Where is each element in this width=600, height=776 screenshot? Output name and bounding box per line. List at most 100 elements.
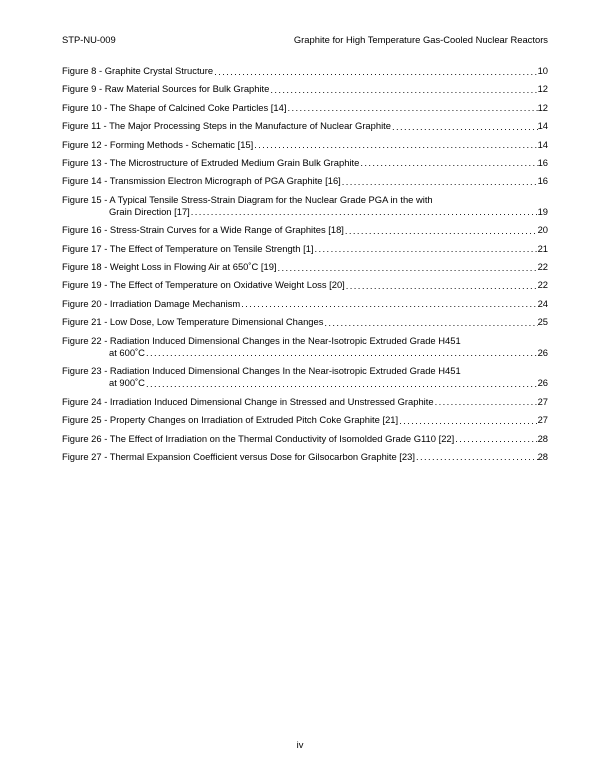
toc-entry-label: Figure 12 - Forming Methods - Schematic … [62, 139, 253, 150]
toc-entry-row: Figure 24 - Irradiation Induced Dimensio… [62, 396, 548, 407]
list-of-figures: Figure 8 - Graphite Crystal Structure10F… [62, 65, 548, 462]
toc-entry-page: 21 [538, 243, 548, 254]
toc-leader-dots [213, 66, 537, 77]
toc-entry-label: Figure 25 - Property Changes on Irradiat… [62, 414, 398, 425]
toc-entry-page: 19 [538, 206, 548, 217]
toc-entry-row: Figure 25 - Property Changes on Irradiat… [62, 414, 548, 425]
toc-leader-dots [341, 176, 538, 187]
toc-entry-label: Figure 14 - Transmission Electron Microg… [62, 175, 341, 186]
toc-entry-label: Figure 24 - Irradiation Induced Dimensio… [62, 396, 434, 407]
toc-entry-label: Figure 27 - Thermal Expansion Coefficien… [62, 451, 415, 462]
toc-leader-dots [398, 415, 537, 426]
toc-entry-row: Figure 19 - The Effect of Temperature on… [62, 279, 548, 290]
toc-entry: Figure 26 - The Effect of Irradiation on… [62, 433, 548, 444]
toc-entry: Figure 24 - Irradiation Induced Dimensio… [62, 396, 548, 407]
toc-entry-label: Figure 17 - The Effect of Temperature on… [62, 243, 314, 254]
toc-entry-row: at 600˚C 26 [62, 347, 548, 358]
toc-entry-page: 26 [538, 347, 548, 358]
toc-entry-page: 10 [538, 65, 548, 76]
toc-entry-row: Figure 9 - Raw Material Sources for Bulk… [62, 83, 548, 94]
toc-leader-dots [434, 396, 538, 407]
toc-entry: Figure 15 - A Typical Tensile Stress-Str… [62, 194, 548, 218]
toc-entry-row: Figure 13 - The Microstructure of Extrud… [62, 157, 548, 168]
toc-entry-row: Figure 16 - Stress-Strain Curves for a W… [62, 224, 548, 235]
toc-entry: Figure 8 - Graphite Crystal Structure 10 [62, 65, 548, 76]
toc-entry-page: 27 [538, 414, 548, 425]
toc-entry-label: Figure 20 - Irradiation Damage Mechanism [62, 298, 240, 309]
toc-entry-label: Figure 8 - Graphite Crystal Structure [62, 65, 213, 76]
toc-entry-page: 27 [538, 396, 548, 407]
toc-leader-dots [391, 121, 538, 132]
toc-entry-label: Figure 26 - The Effect of Irradiation on… [62, 433, 454, 444]
toc-entry-page: 12 [538, 83, 548, 94]
toc-entry-label: Figure 18 - Weight Loss in Flowing Air a… [62, 261, 277, 272]
toc-entry-label: Figure 10 - The Shape of Calcined Coke P… [62, 102, 286, 113]
toc-leader-dots [415, 451, 538, 462]
toc-entry-label: Figure 19 - The Effect of Temperature on… [62, 279, 345, 290]
toc-entry-label: Figure 15 - A Typical Tensile Stress-Str… [62, 194, 548, 205]
toc-entry: Figure 21 - Low Dose, Low Temperature Di… [62, 316, 548, 327]
toc-entry-label: Figure 21 - Low Dose, Low Temperature Di… [62, 316, 323, 327]
toc-leader-dots [240, 298, 537, 309]
toc-entry-row: Figure 8 - Graphite Crystal Structure 10 [62, 65, 548, 76]
toc-entry: Figure 13 - The Microstructure of Extrud… [62, 157, 548, 168]
toc-entry: Figure 19 - The Effect of Temperature on… [62, 279, 548, 290]
toc-entry-page: 22 [538, 261, 548, 272]
toc-entry-page: 26 [538, 377, 548, 388]
toc-entry-row: Figure 26 - The Effect of Irradiation on… [62, 433, 548, 444]
toc-entry-page: 14 [538, 120, 548, 131]
toc-entry-label: Figure 11 - The Major Processing Steps i… [62, 120, 391, 131]
toc-entry: Figure 20 - Irradiation Damage Mechanism… [62, 298, 548, 309]
toc-entry-row: at 900˚C 26 [62, 377, 548, 388]
toc-leader-dots [345, 280, 538, 291]
toc-leader-dots [359, 157, 537, 168]
toc-leader-dots [344, 225, 538, 236]
toc-entry-page: 22 [538, 279, 548, 290]
toc-entry-page: 24 [538, 298, 548, 309]
toc-leader-dots [190, 206, 538, 217]
toc-entry: Figure 27 - Thermal Expansion Coefficien… [62, 451, 548, 462]
toc-entry-row: Figure 27 - Thermal Expansion Coefficien… [62, 451, 548, 462]
toc-leader-dots [323, 317, 537, 328]
toc-entry-page: 14 [538, 139, 548, 150]
toc-entry: Figure 14 - Transmission Electron Microg… [62, 175, 548, 186]
toc-leader-dots [253, 139, 537, 150]
toc-entry-page: 20 [538, 224, 548, 235]
toc-entry-row: Figure 14 - Transmission Electron Microg… [62, 175, 548, 186]
toc-entry-row: Figure 21 - Low Dose, Low Temperature Di… [62, 316, 548, 327]
toc-entry-row: Figure 12 - Forming Methods - Schematic … [62, 139, 548, 150]
toc-entry: Figure 17 - The Effect of Temperature on… [62, 243, 548, 254]
toc-entry-continuation: Grain Direction [17] [109, 206, 190, 217]
toc-entry: Figure 23 - Radiation Induced Dimensiona… [62, 365, 548, 389]
toc-leader-dots [277, 262, 538, 273]
toc-leader-dots [454, 433, 537, 444]
toc-entry-page: 28 [538, 433, 548, 444]
header-left: STP-NU-009 [62, 34, 116, 45]
toc-entry: Figure 25 - Property Changes on Irradiat… [62, 414, 548, 425]
page-header: STP-NU-009 Graphite for High Temperature… [62, 34, 548, 45]
toc-entry-continuation: at 900˚C [109, 377, 145, 388]
page-number: iv [0, 739, 600, 750]
toc-entry-page: 28 [538, 451, 548, 462]
toc-entry-label: Figure 16 - Stress-Strain Curves for a W… [62, 224, 344, 235]
toc-entry: Figure 12 - Forming Methods - Schematic … [62, 139, 548, 150]
toc-leader-dots [145, 378, 538, 389]
toc-entry: Figure 10 - The Shape of Calcined Coke P… [62, 102, 548, 113]
toc-entry-page: 25 [538, 316, 548, 327]
toc-entry: Figure 18 - Weight Loss in Flowing Air a… [62, 261, 548, 272]
toc-entry-continuation: at 600˚C [109, 347, 145, 358]
header-right: Graphite for High Temperature Gas-Cooled… [294, 34, 548, 45]
toc-entry-row: Figure 18 - Weight Loss in Flowing Air a… [62, 261, 548, 272]
toc-leader-dots [286, 102, 537, 113]
toc-entry-page: 16 [538, 175, 548, 186]
toc-entry-row: Figure 10 - The Shape of Calcined Coke P… [62, 102, 548, 113]
toc-entry-row: Grain Direction [17] 19 [62, 206, 548, 217]
toc-leader-dots [269, 84, 537, 95]
toc-entry: Figure 11 - The Major Processing Steps i… [62, 120, 548, 131]
toc-entry-page: 16 [538, 157, 548, 168]
toc-entry-row: Figure 11 - The Major Processing Steps i… [62, 120, 548, 131]
toc-entry: Figure 9 - Raw Material Sources for Bulk… [62, 83, 548, 94]
toc-entry-page: 12 [538, 102, 548, 113]
toc-leader-dots [145, 347, 538, 358]
toc-entry: Figure 16 - Stress-Strain Curves for a W… [62, 224, 548, 235]
